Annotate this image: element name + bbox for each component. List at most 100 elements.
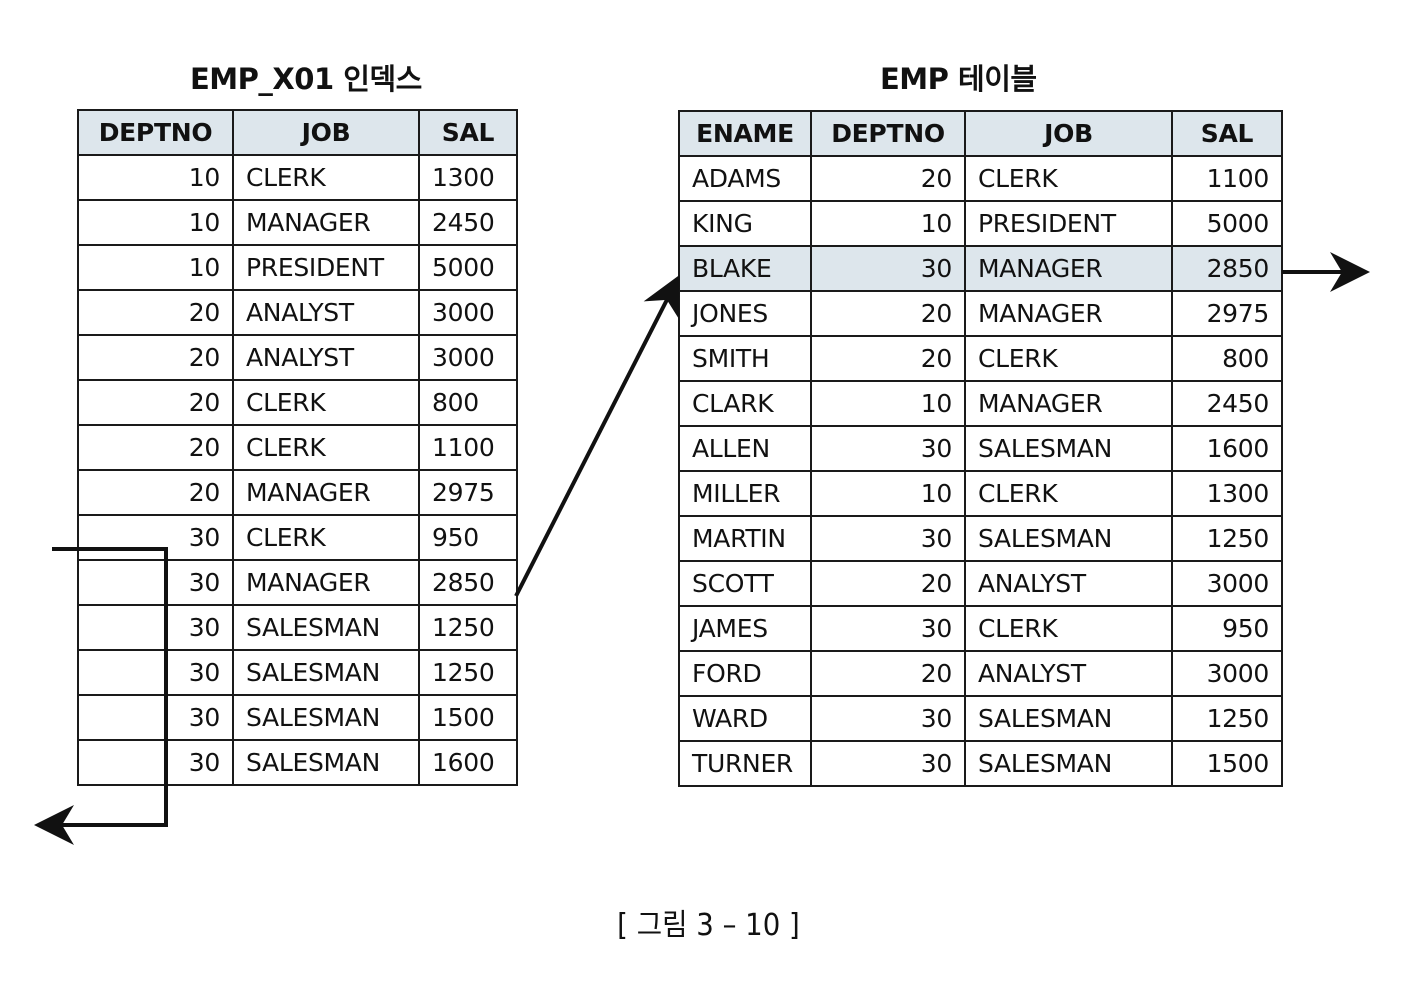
emp-table: ENAME DEPTNO JOB SAL ADAMS 20 CLERK 1100 KIN…: [678, 110, 1283, 787]
emp-cell-job: SALESMAN: [964, 695, 1173, 742]
index-title: EMP_X01 인덱스: [190, 62, 422, 96]
emp-cell-deptno: 10: [810, 470, 966, 517]
emp-cell-deptno: 30: [810, 515, 966, 562]
index-cell-sal: 1300: [418, 154, 518, 201]
emp-cell-job: SALESMAN: [964, 740, 1173, 787]
index-cell-deptno: 20: [77, 334, 234, 381]
emp-row: FORD 20 ANALYST 3000: [678, 650, 1283, 697]
index-cell-deptno: 10: [77, 199, 234, 246]
index-cell-deptno: 20: [77, 424, 234, 471]
emp-cell-deptno: 20: [810, 155, 966, 202]
index-cell-sal: 2450: [418, 199, 518, 246]
index-cell-deptno: 30: [77, 694, 234, 741]
index-cell-sal: 1250: [418, 649, 518, 696]
index-cell-sal: 1600: [418, 739, 518, 786]
emp-cell-job: PRESIDENT: [964, 200, 1173, 247]
index-cell-job: ANALYST: [232, 334, 420, 381]
index-cell-sal: 950: [418, 514, 518, 561]
emp-cell-sal: 800: [1171, 335, 1283, 382]
emp-row-highlighted: BLAKE 30 MANAGER 2850: [678, 245, 1283, 292]
emp-row: WARD 30 SALESMAN 1250: [678, 695, 1283, 742]
index-cell-deptno: 20: [77, 379, 234, 426]
emp-row: SCOTT 20 ANALYST 3000: [678, 560, 1283, 607]
index-row: 10 CLERK 1300: [77, 154, 518, 201]
emp-cell-sal: 1100: [1171, 155, 1283, 202]
index-cell-job: SALESMAN: [232, 739, 420, 786]
index-row: 20 CLERK 800: [77, 379, 518, 426]
emp-cell-sal: 5000: [1171, 200, 1283, 247]
index-cell-sal: 2975: [418, 469, 518, 516]
emp-cell-sal: 1600: [1171, 425, 1283, 472]
index-cell-sal: 3000: [418, 289, 518, 336]
index-cell-job: PRESIDENT: [232, 244, 420, 291]
emp-row: SMITH 20 CLERK 800: [678, 335, 1283, 382]
emp-cell-ename: TURNER: [678, 740, 812, 787]
emp-cell-ename: SCOTT: [678, 560, 812, 607]
emp-cell-deptno: 20: [810, 335, 966, 382]
index-row: 10 MANAGER 2450: [77, 199, 518, 246]
index-cell-job: CLERK: [232, 514, 420, 561]
emp-cell-job: CLERK: [964, 335, 1173, 382]
emp-header-deptno: DEPTNO: [810, 110, 966, 157]
emp-cell-deptno: 30: [810, 425, 966, 472]
index-cell-sal: 800: [418, 379, 518, 426]
emp-cell-ename: WARD: [678, 695, 812, 742]
emp-cell-ename: MILLER: [678, 470, 812, 517]
index-cell-job: SALESMAN: [232, 649, 420, 696]
index-table: DEPTNO JOB SAL 10 CLERK 1300 10 MANAGER 2450 1…: [77, 109, 518, 786]
index-row: 10 PRESIDENT 5000: [77, 244, 518, 291]
emp-cell-deptno: 10: [810, 380, 966, 427]
emp-cell-deptno: 30: [810, 740, 966, 787]
table-title: EMP 테이블: [880, 62, 1037, 96]
emp-row: TURNER 30 SALESMAN 1500: [678, 740, 1283, 787]
emp-row: ALLEN 30 SALESMAN 1600: [678, 425, 1283, 472]
index-cell-sal: 2850: [418, 559, 518, 606]
emp-header-sal: SAL: [1171, 110, 1283, 157]
table-access-arrow: [514, 274, 680, 597]
index-header-deptno: DEPTNO: [77, 109, 234, 156]
emp-header-ename: ENAME: [678, 110, 812, 157]
index-cell-deptno: 10: [77, 154, 234, 201]
emp-header-row: ENAME DEPTNO JOB SAL: [678, 110, 1283, 157]
index-header-row: DEPTNO JOB SAL: [77, 109, 518, 156]
emp-cell-deptno: 30: [810, 605, 966, 652]
emp-cell-sal: 1300: [1171, 470, 1283, 517]
index-cell-deptno: 20: [77, 469, 234, 516]
index-cell-sal: 5000: [418, 244, 518, 291]
index-row: 30 SALESMAN 1600: [77, 739, 518, 786]
emp-cell-sal: 2975: [1171, 290, 1283, 337]
index-cell-sal: 1500: [418, 694, 518, 741]
index-cell-sal: 3000: [418, 334, 518, 381]
index-row: 30 CLERK 950: [77, 514, 518, 561]
index-row: 20 CLERK 1100: [77, 424, 518, 471]
emp-cell-sal: 1250: [1171, 695, 1283, 742]
index-cell-job: MANAGER: [232, 199, 420, 246]
emp-cell-ename: ADAMS: [678, 155, 812, 202]
index-cell-deptno: 30: [77, 604, 234, 651]
index-cell-deptno: 10: [77, 244, 234, 291]
emp-cell-deptno: 30: [810, 245, 966, 292]
emp-cell-deptno: 10: [810, 200, 966, 247]
emp-row: ADAMS 20 CLERK 1100: [678, 155, 1283, 202]
index-row: 20 ANALYST 3000: [77, 334, 518, 381]
emp-cell-ename: JAMES: [678, 605, 812, 652]
index-header-sal: SAL: [418, 109, 518, 156]
emp-cell-deptno: 30: [810, 695, 966, 742]
index-row: 30 SALESMAN 1250: [77, 604, 518, 651]
index-cell-job: MANAGER: [232, 559, 420, 606]
index-cell-deptno: 20: [77, 289, 234, 336]
emp-cell-sal: 1500: [1171, 740, 1283, 787]
emp-row: MARTIN 30 SALESMAN 1250: [678, 515, 1283, 562]
index-cell-sal: 1100: [418, 424, 518, 471]
emp-cell-job: CLERK: [964, 470, 1173, 517]
emp-row: CLARK 10 MANAGER 2450: [678, 380, 1283, 427]
emp-row: MILLER 10 CLERK 1300: [678, 470, 1283, 517]
emp-cell-sal: 2450: [1171, 380, 1283, 427]
emp-cell-ename: JONES: [678, 290, 812, 337]
emp-cell-ename: FORD: [678, 650, 812, 697]
emp-cell-ename: SMITH: [678, 335, 812, 382]
index-cell-deptno: 30: [77, 559, 234, 606]
index-row: 30 SALESMAN 1250: [77, 649, 518, 696]
index-cell-deptno: 30: [77, 739, 234, 786]
index-cell-job: CLERK: [232, 154, 420, 201]
